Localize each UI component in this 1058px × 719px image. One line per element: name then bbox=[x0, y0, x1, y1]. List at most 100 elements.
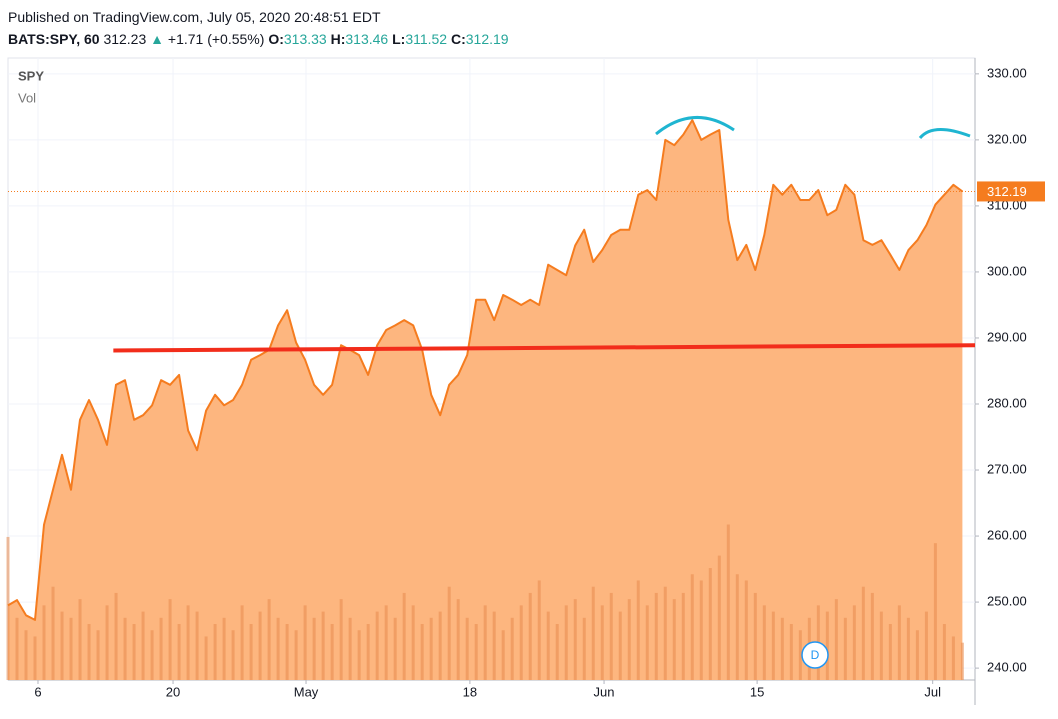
volume-bar bbox=[393, 617, 397, 680]
volume-bar bbox=[105, 605, 109, 680]
ohlc-label: C: bbox=[450, 31, 466, 47]
volume-bar bbox=[789, 624, 793, 680]
volume-bar bbox=[87, 624, 91, 680]
volume-bar bbox=[24, 630, 28, 680]
volume-bar bbox=[600, 605, 604, 680]
event-marker[interactable] bbox=[801, 641, 829, 669]
volume-bar bbox=[123, 617, 127, 680]
volume-bar bbox=[708, 568, 712, 680]
volume-bar bbox=[834, 599, 838, 680]
volume-bar bbox=[375, 611, 379, 680]
volume-bar bbox=[204, 636, 208, 680]
volume-bar bbox=[267, 599, 271, 680]
volume-bar bbox=[168, 599, 172, 680]
volume-bar bbox=[663, 586, 667, 680]
volume-bar bbox=[555, 624, 559, 680]
volume-bar bbox=[96, 630, 100, 680]
volume-bar bbox=[888, 624, 892, 680]
volume-bar bbox=[951, 636, 955, 680]
price-line bbox=[7, 119, 963, 621]
y-tick-label: 260.00 bbox=[987, 527, 1027, 542]
volume-bar bbox=[33, 636, 37, 680]
volume-bar bbox=[15, 617, 19, 680]
volume-bar bbox=[672, 599, 676, 680]
volume-bar bbox=[798, 630, 802, 680]
last-price-box bbox=[977, 181, 1045, 202]
arc-annotation bbox=[918, 128, 971, 140]
volume-bar bbox=[51, 586, 55, 680]
y-tick-label: 240.00 bbox=[987, 660, 1027, 675]
ohlc-label: H: bbox=[330, 31, 346, 47]
volume-bar bbox=[411, 605, 415, 680]
volume-bar bbox=[564, 605, 568, 680]
ohlc-value: 312.19 bbox=[465, 31, 509, 47]
last: 312.23 bbox=[103, 31, 147, 47]
volume-bar bbox=[438, 611, 442, 680]
quote-line: BATS:SPY, 60 312.23 ▲ +1.71 (+0.55%) O:3… bbox=[8, 28, 509, 50]
volume-bar bbox=[195, 611, 199, 680]
volume-bar bbox=[186, 605, 190, 680]
volume-bar bbox=[177, 624, 181, 680]
volume-bar bbox=[402, 592, 406, 680]
volume-bar bbox=[897, 605, 901, 680]
change: +1.71 (+0.55%) bbox=[167, 31, 265, 47]
volume-bar bbox=[915, 630, 919, 680]
y-tick-label: 300.00 bbox=[987, 263, 1027, 278]
volume-bar bbox=[42, 605, 46, 680]
volume-bar bbox=[582, 617, 586, 680]
volume-bar bbox=[537, 580, 541, 680]
volume-bar bbox=[771, 611, 775, 680]
published: Published on TradingView.com, July 05, 2… bbox=[8, 9, 381, 25]
volume-bar bbox=[474, 624, 478, 680]
volume-bar bbox=[348, 617, 352, 680]
volume-bar bbox=[366, 624, 370, 680]
y-tick-label: 320.00 bbox=[987, 131, 1027, 146]
volume-bar bbox=[645, 605, 649, 680]
volume-bar bbox=[456, 599, 460, 680]
volume-bar bbox=[906, 617, 910, 680]
x-tick-label: Jun bbox=[594, 684, 615, 699]
volume-bar bbox=[573, 599, 577, 680]
volume-bar bbox=[240, 605, 244, 680]
ohlc-value: 311.52 bbox=[405, 31, 448, 47]
volume-bar bbox=[528, 592, 532, 680]
volume-bar bbox=[159, 617, 163, 680]
volume-bar bbox=[879, 611, 883, 680]
ohlc-value: 313.33 bbox=[283, 31, 327, 47]
volume-bar bbox=[357, 630, 361, 680]
volume-bar bbox=[933, 543, 937, 680]
volume-bar bbox=[222, 617, 226, 680]
volume-bar bbox=[825, 611, 829, 680]
volume-bar bbox=[6, 536, 10, 680]
volume-bar bbox=[501, 630, 505, 680]
volume-bar bbox=[843, 617, 847, 680]
volume-bar bbox=[429, 617, 433, 680]
legend-volume: Vol bbox=[18, 90, 36, 105]
volume-bar bbox=[546, 611, 550, 680]
y-tick-label: 330.00 bbox=[987, 65, 1027, 80]
volume-bar bbox=[960, 642, 964, 680]
published-line: Published on TradingView.com, July 05, 2… bbox=[8, 6, 509, 28]
volume-bar bbox=[717, 555, 721, 680]
volume-bar bbox=[744, 580, 748, 680]
volume-bar bbox=[690, 574, 694, 680]
volume-bar bbox=[762, 605, 766, 680]
x-tick-label: 15 bbox=[750, 684, 764, 699]
volume-bar bbox=[852, 605, 856, 680]
volume-bar bbox=[510, 617, 514, 680]
price-layer bbox=[7, 119, 976, 621]
volume-bar bbox=[132, 624, 136, 680]
volume-bar bbox=[141, 611, 145, 680]
volume-bar bbox=[114, 592, 118, 680]
volume-bar bbox=[492, 611, 496, 680]
area-fill bbox=[8, 120, 963, 681]
volume-bar bbox=[321, 611, 325, 680]
y-tick-label: 250.00 bbox=[987, 594, 1027, 609]
volume-bar bbox=[753, 592, 757, 680]
y-tick-label: 280.00 bbox=[987, 395, 1027, 410]
ohlc-label: O: bbox=[268, 31, 284, 47]
symbol: BATS:SPY, 60 bbox=[8, 31, 100, 47]
volume-bar bbox=[861, 586, 865, 680]
